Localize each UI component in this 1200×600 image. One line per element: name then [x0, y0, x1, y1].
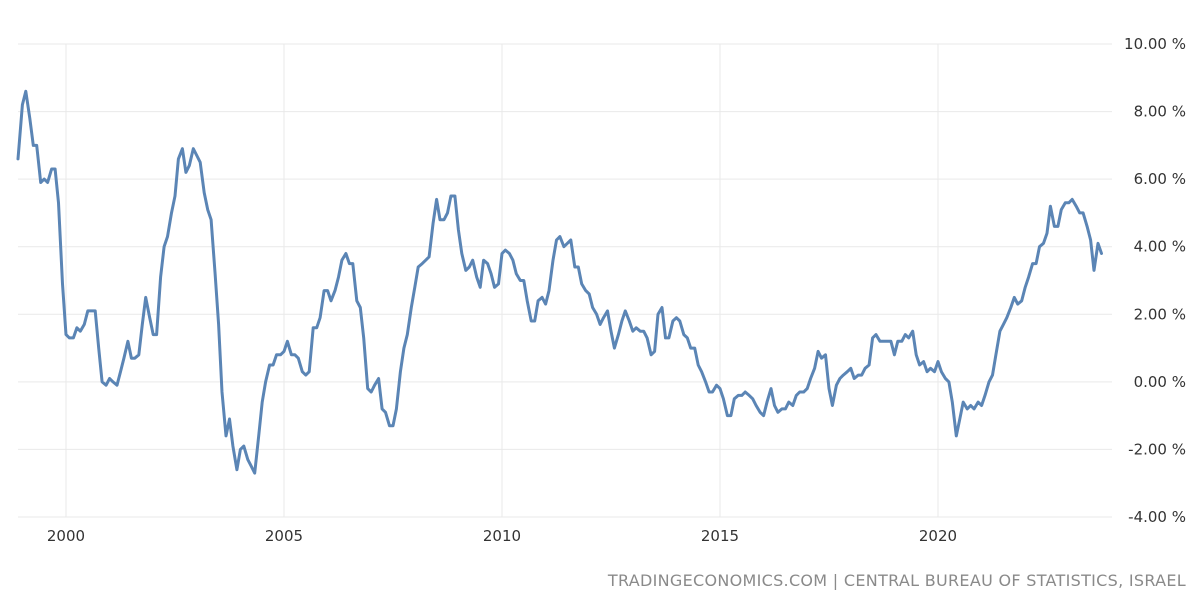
x-axis-tick-labels: 2000 2005 2010 2015 2020: [47, 527, 957, 545]
y-tick-label: 8.00 %: [1134, 103, 1186, 121]
y-tick-label: -4.00 %: [1128, 508, 1186, 526]
x-tick-label: 2010: [483, 527, 521, 545]
x-tick-label: 2005: [265, 527, 303, 545]
y-tick-label: 2.00 %: [1134, 305, 1186, 323]
x-tick-label: 2000: [47, 527, 85, 545]
y-tick-label: 6.00 %: [1134, 170, 1186, 188]
x-tick-label: 2020: [919, 527, 957, 545]
series-line: [16, 89, 1103, 475]
y-tick-label: 0.00 %: [1134, 373, 1186, 391]
grid-lines: [18, 43, 1112, 518]
source-attribution: TRADINGECONOMICS.COM | CENTRAL BUREAU OF…: [607, 571, 1186, 590]
y-tick-label: 4.00 %: [1134, 238, 1186, 256]
y-tick-label: -2.00 %: [1128, 440, 1186, 458]
y-tick-label: 10.00 %: [1124, 35, 1186, 53]
x-tick-label: 2015: [701, 527, 739, 545]
inflation-line-chart: 10.00 % 8.00 % 6.00 % 4.00 % 2.00 % 0.00 % -2.…: [16, 35, 1186, 545]
series-layer: [16, 89, 1103, 475]
y-axis-tick-labels: 10.00 % 8.00 % 6.00 % 4.00 % 2.00 % 0.00 % -2.…: [1124, 35, 1186, 526]
